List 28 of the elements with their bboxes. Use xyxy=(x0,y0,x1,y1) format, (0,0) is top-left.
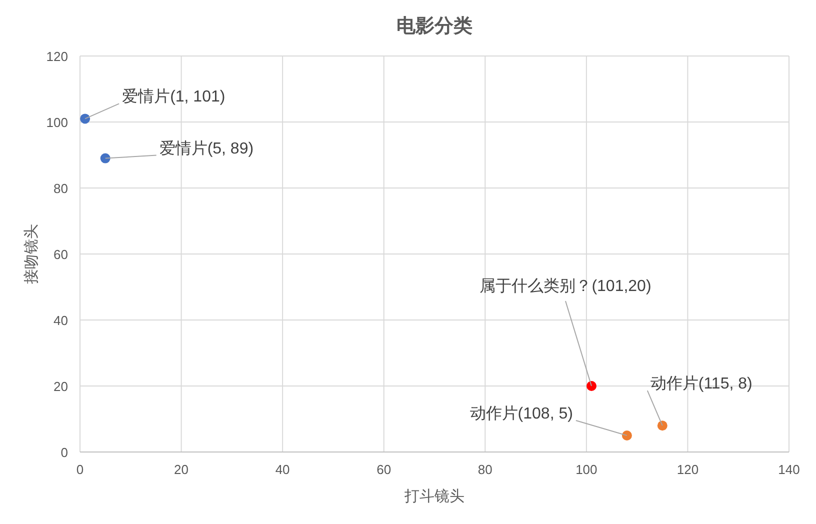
x-axis-title: 打斗镜头 xyxy=(404,488,464,505)
x-tick-label: 140 xyxy=(778,462,800,477)
x-tick-label: 40 xyxy=(275,462,290,477)
y-tick-label: 120 xyxy=(46,49,68,64)
x-tick-label: 0 xyxy=(76,462,84,477)
annotation: 动作片(115, 8) xyxy=(650,374,752,393)
x-tick-label: 20 xyxy=(174,462,189,477)
point xyxy=(100,153,110,164)
annotation: 动作片(108, 5) xyxy=(470,404,573,422)
y-tick-label: 0 xyxy=(60,445,68,460)
y-tick-label: 80 xyxy=(54,181,68,196)
point xyxy=(586,381,596,391)
annotation: 爱情片(1, 101) xyxy=(122,88,226,106)
x-tick-label: 80 xyxy=(478,462,492,477)
x-tick-label: 100 xyxy=(576,462,598,477)
y-tick-label: 20 xyxy=(54,379,68,394)
point xyxy=(80,114,90,124)
annotation: 爱情片(5, 89) xyxy=(159,139,254,158)
x-tick-label: 60 xyxy=(376,462,392,477)
chart-title: 电影分类 xyxy=(396,15,472,37)
point xyxy=(622,430,632,440)
y-tick-label: 100 xyxy=(46,115,68,130)
x-tick-label: 120 xyxy=(676,462,699,477)
y-axis-title: 接吻镜头 xyxy=(23,224,40,284)
annotation: 属于什么类别？(101,20) xyxy=(480,277,652,295)
point xyxy=(657,420,668,431)
y-tick-label: 40 xyxy=(54,313,68,328)
y-tick-label: 60 xyxy=(54,247,68,262)
